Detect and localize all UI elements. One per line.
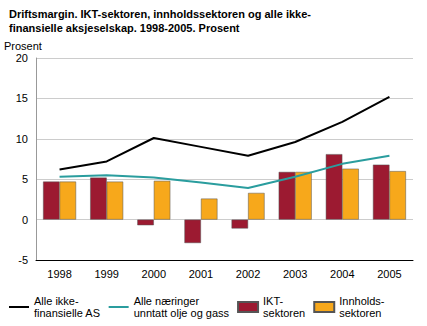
svg-text:2004: 2004 bbox=[330, 268, 354, 280]
svg-text:-5: -5 bbox=[18, 254, 28, 266]
svg-text:2001: 2001 bbox=[189, 268, 213, 280]
svg-text:10: 10 bbox=[16, 133, 28, 145]
svg-text:Alle ikke-: Alle ikke- bbox=[34, 295, 79, 307]
svg-text:2003: 2003 bbox=[283, 268, 307, 280]
svg-text:sektoren: sektoren bbox=[339, 307, 381, 319]
svg-text:2002: 2002 bbox=[236, 268, 260, 280]
svg-text:5: 5 bbox=[22, 173, 28, 185]
svg-text:Driftsmargin. IKT-sektoren, in: Driftsmargin. IKT-sektoren, innholdssekt… bbox=[9, 8, 311, 20]
svg-text:unntatt olje og gass: unntatt olje og gass bbox=[134, 307, 230, 319]
svg-text:finansielle aksjeselskap. 1998: finansielle aksjeselskap. 1998-2005. Pro… bbox=[9, 22, 240, 34]
svg-text:Prosent: Prosent bbox=[4, 40, 42, 52]
svg-text:0: 0 bbox=[22, 214, 28, 226]
svg-text:2000: 2000 bbox=[142, 268, 166, 280]
svg-text:finansielle AS: finansielle AS bbox=[34, 307, 100, 319]
svg-text:15: 15 bbox=[16, 92, 28, 104]
svg-text:IKT-: IKT- bbox=[263, 295, 284, 307]
svg-text:1999: 1999 bbox=[94, 268, 118, 280]
svg-text:Innholds-: Innholds- bbox=[339, 295, 385, 307]
svg-text:2005: 2005 bbox=[377, 268, 401, 280]
svg-text:Alle næringer: Alle næringer bbox=[134, 295, 200, 307]
svg-text:1998: 1998 bbox=[47, 268, 71, 280]
svg-text:sektoren: sektoren bbox=[263, 307, 305, 319]
svg-text:20: 20 bbox=[16, 52, 28, 64]
